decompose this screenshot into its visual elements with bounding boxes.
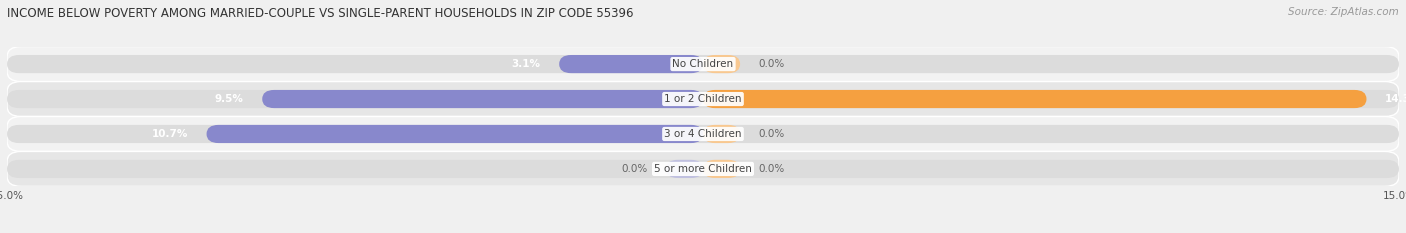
Text: 0.0%: 0.0%	[759, 129, 785, 139]
Text: 9.5%: 9.5%	[215, 94, 243, 104]
FancyBboxPatch shape	[7, 116, 1399, 151]
FancyBboxPatch shape	[7, 55, 1399, 73]
FancyBboxPatch shape	[7, 151, 1399, 186]
Text: 3.1%: 3.1%	[512, 59, 540, 69]
FancyBboxPatch shape	[560, 55, 703, 73]
FancyBboxPatch shape	[703, 160, 740, 178]
FancyBboxPatch shape	[207, 125, 703, 143]
Text: INCOME BELOW POVERTY AMONG MARRIED-COUPLE VS SINGLE-PARENT HOUSEHOLDS IN ZIP COD: INCOME BELOW POVERTY AMONG MARRIED-COUPL…	[7, 7, 634, 20]
FancyBboxPatch shape	[703, 55, 740, 73]
Text: 14.3%: 14.3%	[1385, 94, 1406, 104]
FancyBboxPatch shape	[262, 90, 703, 108]
Text: 0.0%: 0.0%	[621, 164, 647, 174]
FancyBboxPatch shape	[7, 47, 1399, 82]
FancyBboxPatch shape	[7, 90, 1399, 108]
Text: 10.7%: 10.7%	[152, 129, 188, 139]
Text: Source: ZipAtlas.com: Source: ZipAtlas.com	[1288, 7, 1399, 17]
FancyBboxPatch shape	[7, 125, 1399, 143]
Text: 3 or 4 Children: 3 or 4 Children	[664, 129, 742, 139]
FancyBboxPatch shape	[703, 125, 740, 143]
Text: 1 or 2 Children: 1 or 2 Children	[664, 94, 742, 104]
Text: No Children: No Children	[672, 59, 734, 69]
Text: 0.0%: 0.0%	[759, 59, 785, 69]
FancyBboxPatch shape	[7, 160, 1399, 178]
FancyBboxPatch shape	[666, 160, 703, 178]
FancyBboxPatch shape	[7, 82, 1399, 116]
Text: 0.0%: 0.0%	[759, 164, 785, 174]
FancyBboxPatch shape	[703, 90, 1367, 108]
Text: 5 or more Children: 5 or more Children	[654, 164, 752, 174]
